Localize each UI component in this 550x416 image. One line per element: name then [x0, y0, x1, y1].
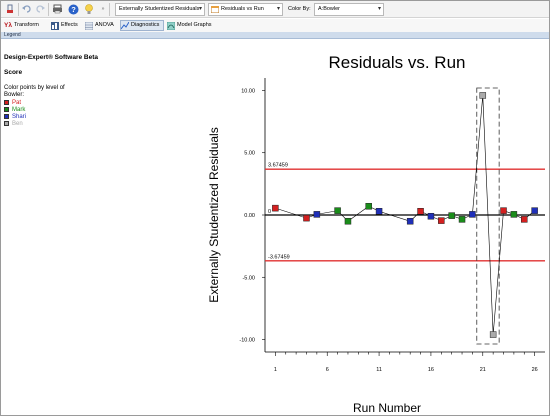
x-tick-label: 11	[376, 367, 382, 373]
app-title: Design-Expert® Software Beta	[4, 54, 99, 61]
tab-anova-label: ANOVA	[95, 22, 114, 28]
data-point	[458, 216, 466, 223]
legend-swatch	[4, 107, 9, 112]
data-point	[469, 211, 476, 218]
legend-item-ben: Ben	[4, 120, 114, 127]
plot-type-dropdown[interactable]: Residuals vs Run ▾	[208, 3, 283, 16]
chevron-down-icon: ▾	[198, 6, 202, 12]
legend-item-shari: Shari	[4, 113, 114, 120]
legend-swatch	[4, 114, 9, 119]
x-tick-label: 1	[274, 367, 277, 373]
bowler-level-list: Pat Mark Shari Ben	[4, 99, 114, 127]
residual-type-dropdown[interactable]: Externally Studentized Residuals ▾	[115, 3, 205, 16]
data-point	[406, 217, 414, 225]
y-tick-label: -10.00	[239, 338, 255, 344]
data-point	[417, 208, 424, 215]
color-by-value: A:Bowler	[318, 6, 341, 12]
data-point	[427, 212, 435, 220]
tab-transform-label: Transform	[13, 22, 39, 28]
color-note-line2: Bowler:	[4, 92, 25, 98]
data-point	[489, 331, 497, 338]
data-point	[272, 204, 279, 212]
limit-line-label: 3.67459	[268, 163, 288, 169]
svg-text:?: ?	[71, 5, 76, 14]
data-point	[479, 92, 487, 99]
data-point	[510, 211, 518, 218]
data-point	[521, 216, 528, 223]
chevron-down-icon: ▾	[377, 6, 381, 12]
tab-model-graphs[interactable]: Model Graphs	[167, 20, 219, 31]
analysis-tabs: Yλ Transform Effects ANOVA Diagnostics M…	[1, 19, 549, 32]
y-tick-label: 0.00	[244, 213, 255, 219]
color-note-line1: Color points by level of	[4, 85, 65, 91]
chart-title: Residuals vs. Run	[328, 53, 465, 72]
x-tick-label: 26	[532, 367, 538, 373]
residual-type-value: Externally Studentized Residuals	[119, 6, 200, 12]
toolbar: ? » Externally Studentized Residuals ▾ R…	[1, 1, 549, 18]
chevron-down-icon: ▾	[276, 6, 280, 12]
limit-line-label: -3.67459	[268, 254, 290, 260]
print-icon[interactable]	[51, 3, 63, 15]
tab-effects[interactable]: Effects	[51, 20, 83, 31]
color-by-label: Color By:	[288, 6, 311, 12]
help-icon[interactable]: ?	[67, 3, 79, 15]
x-tick-label: 21	[480, 367, 486, 373]
response-name: Score	[4, 69, 23, 76]
tab-model-graphs-label: Model Graphs	[177, 22, 212, 28]
data-point	[531, 207, 538, 214]
tab-anova[interactable]: ANOVA	[85, 20, 119, 31]
color-by-dropdown[interactable]: A:Bowler ▾	[314, 3, 384, 16]
tab-diagnostics[interactable]: Diagnostics	[120, 20, 164, 31]
tab-diagnostics-label: Diagnostics	[131, 22, 160, 28]
legend-label: Mark	[12, 106, 26, 113]
tab-effects-label: Effects	[61, 22, 78, 28]
data-point	[500, 207, 507, 214]
y-tick-label: 10.00	[241, 88, 255, 94]
lightbulb-icon[interactable]	[83, 3, 95, 15]
data-point	[438, 217, 445, 224]
data-point	[448, 212, 455, 219]
x-tick-label: 16	[428, 367, 434, 373]
tab-transform[interactable]: Yλ Transform	[4, 20, 50, 31]
legend-panel: Design-Expert® Software Beta Score Color…	[4, 54, 114, 127]
data-point	[313, 211, 321, 218]
anova-icon	[85, 21, 93, 30]
legend-swatch	[4, 121, 9, 126]
plot-type-value: Residuals vs Run	[221, 6, 264, 12]
cut-icon[interactable]	[4, 3, 16, 15]
y-lambda-icon: Yλ	[4, 22, 12, 29]
overflow-chevron-icon[interactable]: »	[101, 6, 105, 12]
legend-item-mark: Mark	[4, 106, 114, 113]
data-point	[334, 207, 341, 214]
data-point	[365, 203, 372, 210]
redo-icon[interactable]	[34, 3, 46, 15]
x-axis-label: Run Number	[353, 401, 421, 415]
legend-label: Ben	[12, 120, 23, 127]
y-axis-label: Externally Studentized Residuals	[207, 127, 221, 302]
selected-runs-box	[476, 87, 500, 345]
legend-swatch	[4, 100, 9, 105]
legend-bar: Legend	[1, 32, 549, 39]
data-point	[344, 217, 352, 225]
data-point	[303, 214, 310, 222]
x-tick-label: 6	[326, 367, 329, 373]
model-graphs-icon	[167, 21, 175, 30]
zero-line-label: 0	[268, 209, 271, 215]
legend-label: Pat	[12, 99, 22, 106]
diagnostics-icon	[121, 21, 129, 29]
undo-icon[interactable]	[21, 3, 33, 15]
data-point	[375, 208, 383, 215]
effects-icon	[51, 21, 59, 30]
y-tick-label: 5.00	[244, 151, 255, 157]
chart-icon	[211, 6, 219, 13]
legend-item-pat: Pat	[4, 99, 114, 106]
color-note: Color points by level of Bowler:	[4, 85, 114, 99]
legend-label: Shari	[12, 113, 27, 120]
y-tick-label: -5.00	[242, 275, 255, 281]
